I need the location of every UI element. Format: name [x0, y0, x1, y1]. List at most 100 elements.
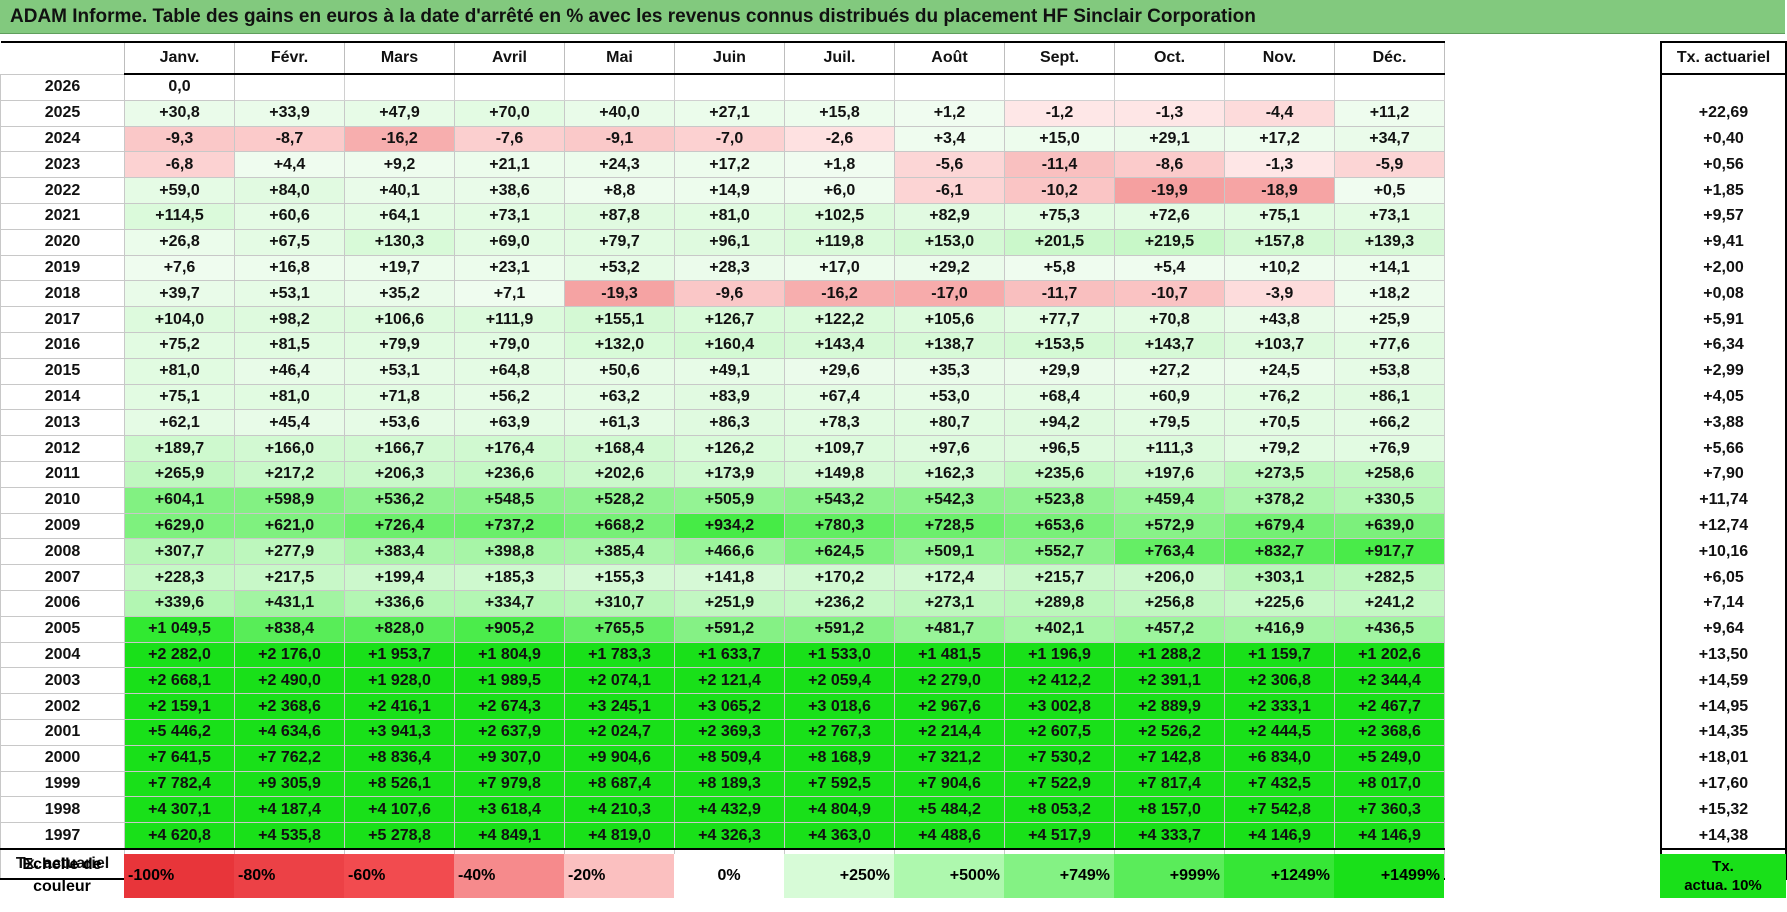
gain-cell: +7 321,2 — [894, 744, 1005, 772]
gain-cell: +24,5 — [1224, 357, 1335, 385]
row-year: 2001 — [0, 718, 125, 746]
gain-cell: +282,5 — [1334, 564, 1445, 591]
gain-cell: +38,6 — [454, 177, 565, 204]
gain-cell: +81,0 — [234, 383, 345, 411]
gain-cell: +228,3 — [124, 564, 235, 591]
gain-cell: +2 368,6 — [1334, 718, 1445, 746]
side-rate-cell: +5,66 — [1660, 435, 1787, 462]
row-year: 2020 — [0, 228, 125, 256]
side-rate-cell: +9,57 — [1660, 202, 1787, 230]
row-year: 2004 — [0, 641, 125, 669]
gain-cell: +143,4 — [784, 331, 895, 359]
gain-cell: +536,2 — [344, 486, 455, 514]
gain-cell: -7,6 — [454, 125, 565, 153]
gain-cell: +66,2 — [1334, 409, 1445, 437]
row-year: 2024 — [0, 125, 125, 153]
gain-cell: +6,0 — [784, 177, 895, 204]
gain-cell: +166,7 — [344, 435, 455, 462]
table-row: 2009 +629,0 +621,0 +726,4 +737,2 +668,2 +934,2… — [0, 512, 1445, 540]
gain-cell: +29,2 — [894, 254, 1005, 282]
gain-cell: +21,1 — [454, 151, 565, 179]
gain-cell: +1 159,7 — [1224, 641, 1335, 669]
gain-cell: +4 363,0 — [784, 822, 895, 850]
row-year: 2021 — [0, 202, 125, 230]
row-year: 1998 — [0, 796, 125, 824]
table-row: 2000 +7 641,5 +7 762,2 +8 836,4 +9 307,0 +9 9… — [0, 744, 1445, 772]
gain-cell: +67,4 — [784, 383, 895, 411]
gain-cell: +119,8 — [784, 228, 895, 256]
gain-cell: +80,7 — [894, 409, 1005, 437]
gain-cell: +103,7 — [1224, 331, 1335, 359]
column-header-month: Avril — [454, 41, 565, 75]
gain-cell: +82,9 — [894, 202, 1005, 230]
gain-cell — [454, 73, 565, 101]
gain-cell: +5,4 — [1114, 254, 1225, 282]
gain-cell: +621,0 — [234, 512, 345, 540]
gain-cell — [344, 73, 455, 101]
color-scale-swatch: -80% — [234, 854, 344, 898]
row-year: 1997 — [0, 822, 125, 850]
footer-label: Tx. actuariel — [0, 847, 125, 880]
gain-cell: +1 928,0 — [344, 667, 455, 695]
gain-cell: +629,0 — [124, 512, 235, 540]
gain-cell: +509,1 — [894, 538, 1005, 566]
gain-cell: +83,9 — [674, 383, 785, 411]
side-rate-cell: +18,01 — [1660, 744, 1787, 772]
table-row: 2021 +114,5 +60,6 +64,1 +73,1 +87,8 +81,0 +102,… — [0, 202, 1445, 230]
color-scale-actuarial-swatch: Tx. actua. 10% — [1660, 854, 1786, 898]
gain-cell: +2 607,5 — [1004, 718, 1115, 746]
gain-cell: +49,1 — [674, 357, 785, 385]
gain-cell: +737,2 — [454, 512, 565, 540]
gain-cell: +679,4 — [1224, 512, 1335, 540]
gain-cell — [1004, 73, 1115, 101]
gain-cell: +726,4 — [344, 512, 455, 540]
gain-cell: -11,4 — [1004, 151, 1115, 179]
color-scale-swatch: +500% — [894, 854, 1004, 898]
gain-cell: +76,2 — [1224, 383, 1335, 411]
gain-cell: +79,5 — [1114, 409, 1225, 437]
gain-cell: +1 783,3 — [564, 641, 675, 669]
side-rate-cell: +6,34 — [1660, 331, 1787, 359]
gain-cell: +624,5 — [784, 538, 895, 566]
gain-cell: +4 432,9 — [674, 796, 785, 824]
gain-cell: +1 196,9 — [1004, 641, 1115, 669]
gain-cell: +15,0 — [1004, 125, 1115, 153]
gain-cell: +2 668,1 — [124, 667, 235, 695]
gain-cell: +24,3 — [564, 151, 675, 179]
gain-cell: +5 249,0 — [1334, 744, 1445, 772]
gain-cell: +197,6 — [1114, 460, 1225, 488]
gain-cell: +1 633,7 — [674, 641, 785, 669]
side-rate-cell: +14,35 — [1660, 718, 1787, 746]
gain-cell: +1 953,7 — [344, 641, 455, 669]
gain-cell: +523,8 — [1004, 486, 1115, 514]
row-year: 2006 — [0, 589, 125, 617]
gain-cell: +466,6 — [674, 538, 785, 566]
gain-cell: +70,0 — [454, 99, 565, 127]
gain-cell: +2 490,0 — [234, 667, 345, 695]
gain-cell: +75,1 — [124, 383, 235, 411]
gain-cell: +2 024,7 — [564, 718, 675, 746]
gain-cell: +53,2 — [564, 254, 675, 282]
gain-cell: +98,2 — [234, 306, 345, 333]
gain-cell: +219,5 — [1114, 228, 1225, 256]
gain-cell: +35,3 — [894, 357, 1005, 385]
gain-cell: +5 484,2 — [894, 796, 1005, 824]
table-row: 2019 +7,6 +16,8 +19,7 +23,1 +53,2 +28,3 +17,0 +2… — [0, 254, 1445, 282]
column-header-month: Oct. — [1114, 41, 1225, 75]
gain-cell: +23,1 — [454, 254, 565, 282]
row-year: 2012 — [0, 435, 125, 462]
gain-cell: +63,9 — [454, 409, 565, 437]
gain-cell: +35,2 — [344, 280, 455, 308]
side-rate-cell: +14,59 — [1660, 667, 1787, 695]
gain-cell: +53,0 — [894, 383, 1005, 411]
gain-cell: +61,3 — [564, 409, 675, 437]
gain-cell: +18,2 — [1334, 280, 1445, 308]
row-year: 2009 — [0, 512, 125, 540]
gain-cell: +378,2 — [1224, 486, 1335, 514]
gain-cell: +3 941,3 — [344, 718, 455, 746]
gain-cell: +548,5 — [454, 486, 565, 514]
row-year: 2013 — [0, 409, 125, 437]
gain-cell: +19,7 — [344, 254, 455, 282]
side-rate-cell: +0,56 — [1660, 151, 1787, 179]
gain-cell: +111,3 — [1114, 435, 1225, 462]
